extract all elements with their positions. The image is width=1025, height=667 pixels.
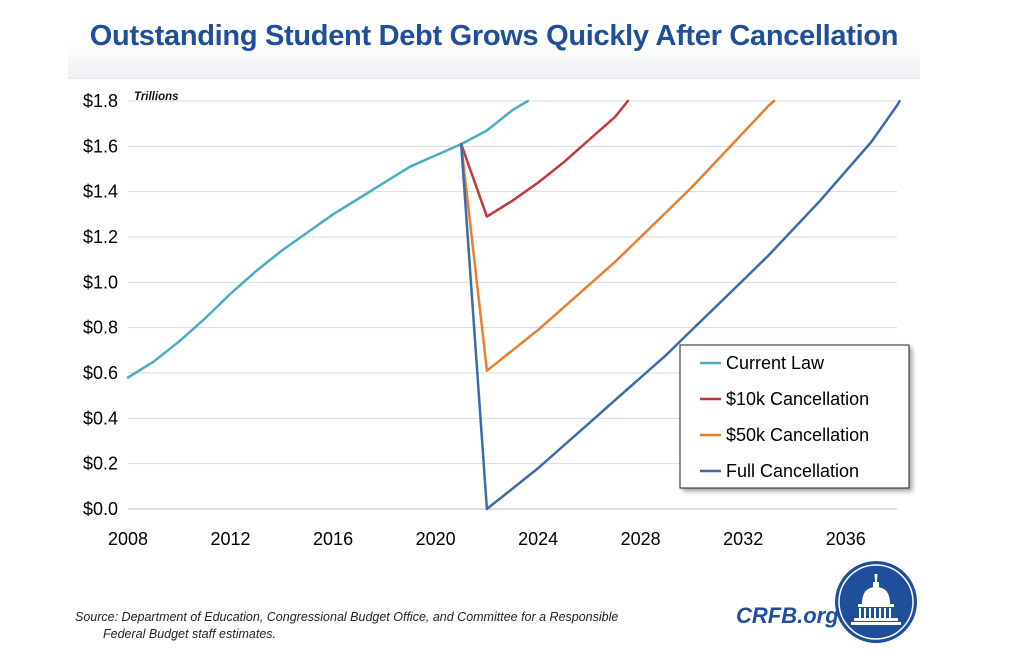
x-tick-label: 2008 xyxy=(108,529,148,549)
x-tick-label: 2032 xyxy=(723,529,763,549)
source-line-1: Source: Department of Education, Congres… xyxy=(75,610,619,624)
y-tick-label: $0.2 xyxy=(83,454,118,474)
x-tick-label: 2016 xyxy=(313,529,353,549)
y-tick-label: $0.0 xyxy=(83,499,118,519)
series-line-current-law xyxy=(126,99,530,379)
y-tick-label: $0.6 xyxy=(83,363,118,383)
y-tick-label: $1.0 xyxy=(83,272,118,292)
chart-header: Outstanding Student Debt Grows Quickly A… xyxy=(68,0,920,79)
legend-label: $10k Cancellation xyxy=(726,389,869,409)
series-line-10k-cancellation xyxy=(459,99,630,218)
source-note: Source: Department of Education, Congres… xyxy=(75,609,675,643)
y-tick-label: $0.4 xyxy=(83,408,118,428)
x-tick-label: 2036 xyxy=(826,529,866,549)
capitol-logo xyxy=(835,561,917,643)
legend: Current Law $10k Cancellation $50k Cancell… xyxy=(679,344,910,489)
y-axis-label: Trillions xyxy=(134,91,179,103)
legend-label: Current Law xyxy=(726,353,825,373)
series-group xyxy=(126,99,901,511)
y-tick-label: $1.4 xyxy=(83,182,118,202)
y-tick-label: $1.6 xyxy=(83,136,118,156)
x-tick-label: 2012 xyxy=(211,529,251,549)
legend-box xyxy=(679,344,910,489)
axes: $0.0 $0.2 $0.4 $0.6 $0.8 $1.0 $1.2 $1.4 $1.6 $1.8… xyxy=(83,91,897,549)
y-tick-label: $1.2 xyxy=(83,227,118,247)
x-tick-label: 2020 xyxy=(416,529,456,549)
x-tick-label: 2024 xyxy=(518,529,558,549)
legend-label: Full Cancellation xyxy=(726,461,859,481)
y-tick-label: $1.8 xyxy=(83,91,118,111)
y-tick-label: $0.8 xyxy=(83,318,118,338)
chart-title: Outstanding Student Debt Grows Quickly A… xyxy=(89,20,899,52)
x-tick-label: 2028 xyxy=(621,529,661,549)
series-line-50k-cancellation xyxy=(459,99,776,372)
series-line-full-cancellation xyxy=(459,99,901,511)
brand-link[interactable]: CRFB.org xyxy=(736,603,839,628)
source-line-2: Federal Budget staff estimates. xyxy=(103,627,277,641)
legend-label: $50k Cancellation xyxy=(726,425,869,445)
